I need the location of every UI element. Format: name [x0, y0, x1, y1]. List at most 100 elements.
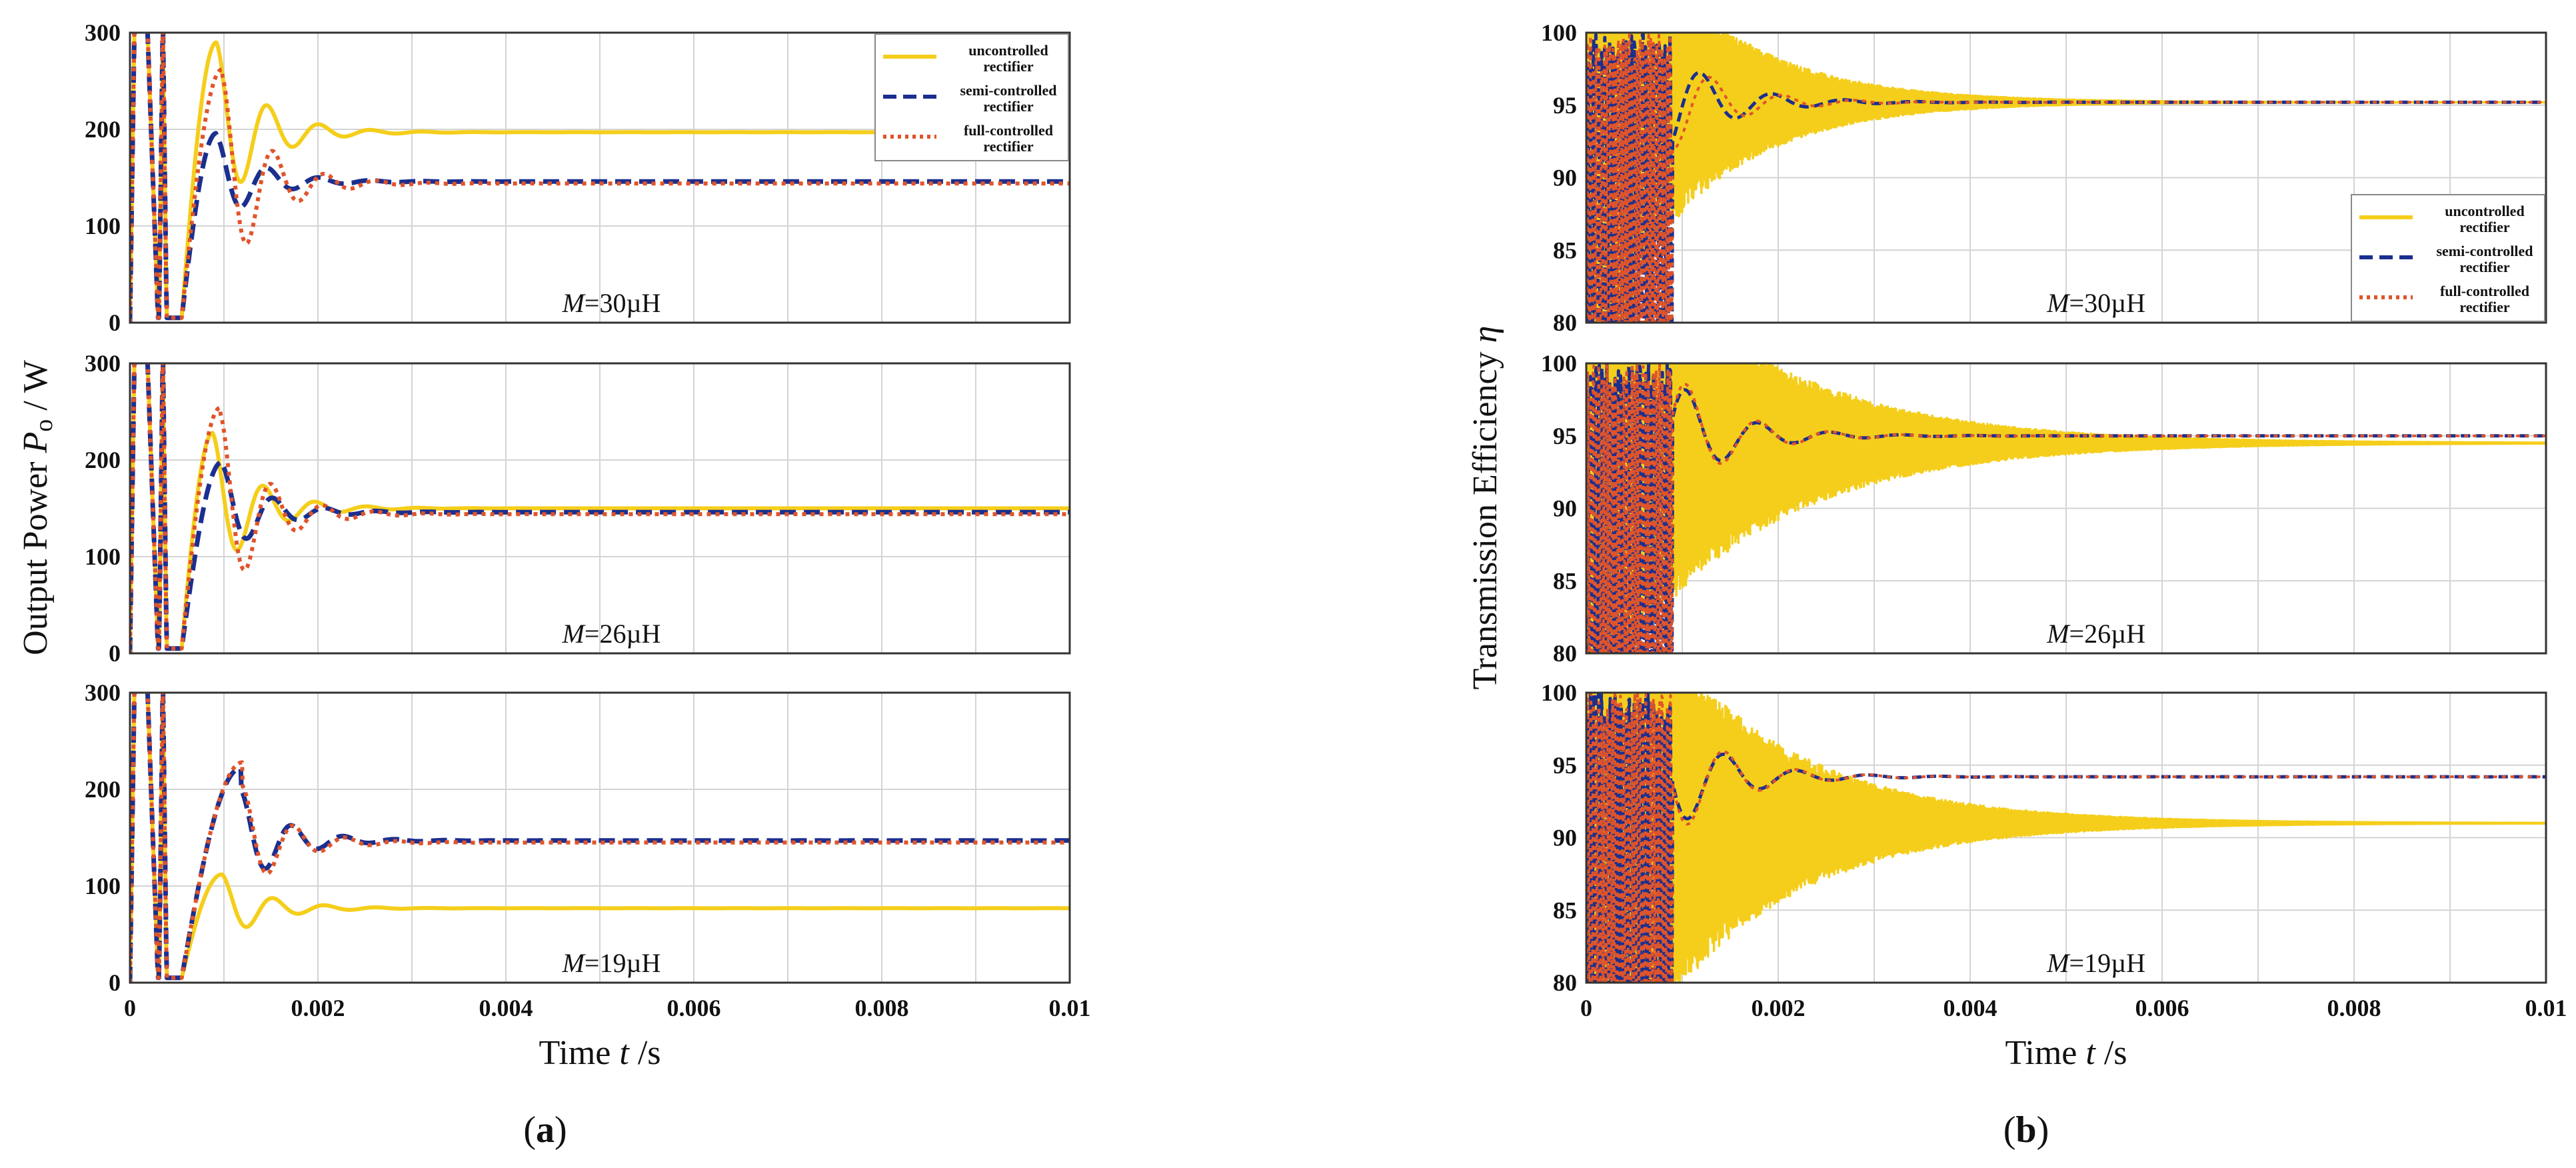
- x-tick-label: 0.002: [1752, 995, 1806, 1021]
- y-tick-label: 200: [85, 776, 121, 803]
- m-symbol: M: [2046, 288, 2071, 318]
- series-line-uncontrolled: [130, 693, 1070, 983]
- series-line-uncontrolled: [1586, 693, 2546, 983]
- series-line-semi: [130, 363, 1070, 653]
- y-tick-label: 300: [85, 350, 121, 377]
- y-tick-label: 95: [1553, 752, 1577, 779]
- y-tick-label: 100: [85, 543, 121, 570]
- legend-label: full-controlled: [2440, 283, 2529, 299]
- y-tick-label: 85: [1553, 237, 1577, 263]
- legend-label: rectifier: [983, 98, 1034, 115]
- y-tick-label: 95: [1553, 423, 1577, 449]
- y-label-var: η: [1466, 326, 1504, 343]
- m-symbol: M: [2046, 948, 2071, 978]
- legend: uncontrolledrectifiersemi-controlledrect…: [874, 33, 1069, 161]
- panel-b-transmission-efficiency: 80859095100M=30µH80859095100M=26µH808590…: [1466, 19, 2567, 1072]
- x-label-part: Time: [539, 1034, 619, 1072]
- y-tick-label: 200: [85, 447, 121, 473]
- series-line-full: [1586, 693, 2546, 983]
- subplot-2: 80 85 90 95 100 M=26µH: [1541, 350, 2547, 667]
- legend: uncontrolledrectifiersemi-controlledrect…: [2351, 194, 2545, 322]
- x-tick-label: 0.01: [1049, 995, 1091, 1021]
- x-tick-label: 0.004: [479, 995, 533, 1021]
- m-annotation: M=19µH: [562, 948, 661, 978]
- m-annotation: M=26µH: [562, 619, 661, 649]
- y-tick-label: 85: [1553, 567, 1577, 594]
- legend-label: full-controlled: [964, 122, 1053, 139]
- panel-b-label: (b): [2003, 1109, 2049, 1151]
- x-tick-label: 0.01: [2525, 995, 2567, 1021]
- legend-label: rectifier: [2459, 259, 2510, 275]
- m-annotation: M=26µH: [2046, 619, 2145, 649]
- legend-label: semi-controlled: [2436, 243, 2533, 259]
- x-tick-label: 0.002: [291, 995, 345, 1021]
- y-tick-label: 300: [85, 679, 121, 706]
- x-tick-label: 0.008: [855, 995, 909, 1021]
- m-value: =30µH: [2069, 288, 2146, 318]
- x-label-unit: /s: [629, 1034, 661, 1072]
- series-line-uncontrolled: [130, 363, 1070, 653]
- panel-a-label: (a): [523, 1109, 567, 1151]
- series-group: [1586, 693, 2546, 983]
- x-label-part: Time: [2005, 1034, 2085, 1072]
- series-line-full: [130, 693, 1070, 983]
- y-tick-label: 80: [1553, 309, 1577, 336]
- legend-label: rectifier: [2459, 219, 2510, 235]
- y-tick-label: 100: [1541, 19, 1577, 46]
- legend-label: rectifier: [983, 138, 1034, 155]
- y-tick-label: 0: [109, 640, 121, 667]
- y-tick-label: 0: [109, 969, 121, 996]
- plot-frame: [1585, 31, 2547, 324]
- y-label-part: Output Power: [17, 453, 55, 655]
- y-tick-label: 85: [1553, 897, 1577, 923]
- x-tick-label: 0.004: [1943, 995, 1997, 1021]
- y-tick-label: 200: [85, 116, 121, 143]
- y-tick-label: 80: [1553, 640, 1577, 667]
- subplot-1: 80 85 90 95 100 M=30µH: [1541, 19, 2547, 336]
- y-tick-label: 100: [85, 873, 121, 899]
- y-tick-label: 80: [1553, 969, 1577, 996]
- series-line-semi: [1586, 693, 2546, 983]
- x-axis-label: Time t /s: [539, 1034, 660, 1072]
- x-tick-label: 0: [1580, 995, 1592, 1021]
- series-group: [1586, 33, 2546, 323]
- y-tick-label: 100: [1541, 679, 1577, 706]
- m-symbol: M: [562, 619, 587, 649]
- panel-a-output-power: 0100200300M=30µH0100200300M=26µH01002003…: [17, 19, 1091, 1072]
- series-group: [130, 693, 1070, 983]
- y-tick-label: 300: [85, 19, 121, 46]
- m-value: =30µH: [585, 288, 661, 318]
- y-tick-label: 90: [1553, 165, 1577, 191]
- legend-label: uncontrolled: [2445, 203, 2524, 219]
- m-symbol: M: [562, 948, 587, 978]
- y-label-var: P: [17, 432, 55, 454]
- x-tick-label: 0.008: [2327, 995, 2381, 1021]
- subplot-3: 80 85 90 95 100 M=19µH: [1541, 679, 2547, 996]
- m-symbol: M: [2046, 619, 2071, 649]
- m-value: =26µH: [585, 619, 661, 649]
- x-tick-label: 0.006: [667, 995, 721, 1021]
- plot-frame: [129, 362, 1071, 655]
- x-label-var: t: [619, 1034, 630, 1072]
- x-label-unit: /s: [2095, 1034, 2127, 1072]
- series-line-uncontrolled: [1586, 363, 2546, 653]
- legend-label: semi-controlled: [960, 82, 1056, 99]
- y-tick-label: 100: [1541, 350, 1577, 377]
- x-axis-label: Time t /s: [2005, 1034, 2127, 1072]
- m-value: =26µH: [2069, 619, 2146, 649]
- subplot-3: 0 100 200 300 M=19µH: [85, 679, 1071, 996]
- y-tick-label: 90: [1553, 825, 1577, 851]
- plot-frame: [129, 31, 1071, 324]
- m-annotation: M=30µH: [2046, 288, 2145, 318]
- m-annotation: M=30µH: [562, 288, 661, 318]
- x-label-var: t: [2085, 1034, 2096, 1072]
- m-symbol: M: [562, 288, 587, 318]
- series-line-semi: [1586, 33, 2546, 323]
- series-group: [1586, 363, 2546, 653]
- legend-label: uncontrolled: [968, 42, 1048, 59]
- y-axis-label: Transmission Efficiency η: [1466, 326, 1504, 690]
- y-label-part: Transmission Efficiency: [1466, 343, 1504, 689]
- y-tick-label: 90: [1553, 495, 1577, 522]
- m-value: =19µH: [585, 948, 661, 978]
